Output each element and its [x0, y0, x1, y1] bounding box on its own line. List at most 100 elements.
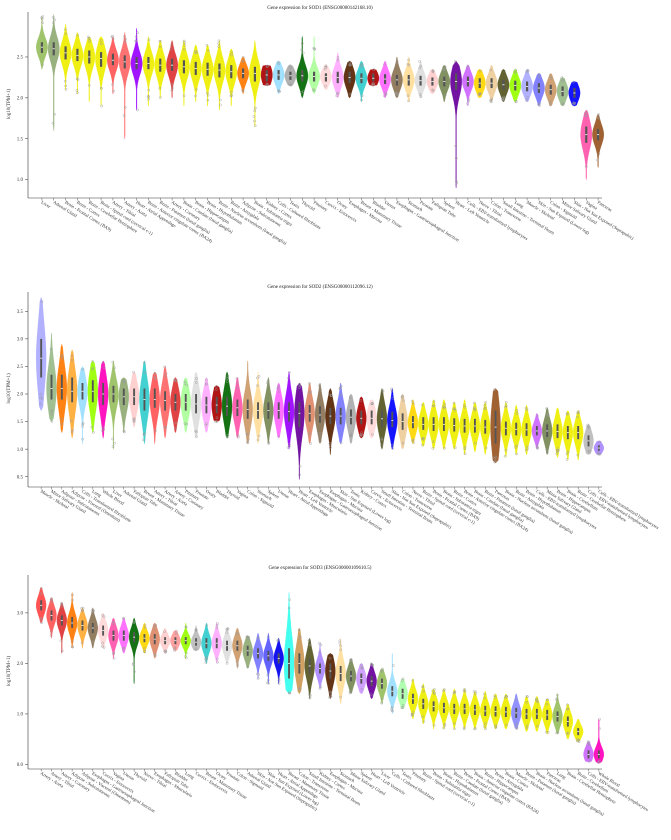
violin-44 — [490, 693, 501, 730]
outlier-point — [122, 379, 126, 382]
violin-51 — [562, 703, 573, 740]
outlier-point — [277, 390, 281, 393]
outlier-point — [75, 89, 79, 92]
outlier-point — [545, 448, 549, 451]
outlier-point — [183, 422, 187, 425]
violin-12 — [159, 627, 171, 654]
outlier-point — [432, 404, 436, 407]
outlier-point — [146, 95, 150, 98]
outlier-point — [463, 452, 467, 455]
outlier-point — [410, 399, 414, 403]
outlier-point — [369, 662, 373, 666]
outlier-point — [246, 440, 249, 444]
outlier-point — [225, 661, 229, 665]
outlier-point — [215, 623, 219, 627]
outlier-point — [515, 412, 519, 415]
violin-4 — [83, 35, 96, 103]
outlier-point — [585, 165, 588, 168]
outlier-point — [236, 433, 240, 437]
outlier-point — [50, 413, 53, 416]
outlier-point — [565, 412, 569, 415]
outlier-point — [525, 70, 528, 74]
outlier-point — [484, 401, 487, 404]
outlier-point — [329, 690, 332, 694]
violin-30 — [345, 393, 357, 444]
outlier-point — [431, 69, 435, 72]
violin-13 — [189, 44, 202, 103]
violin-35 — [397, 393, 408, 450]
outlier-point — [319, 643, 323, 647]
outlier-point — [335, 91, 339, 95]
violin-8 — [118, 377, 129, 434]
outlier-point — [154, 377, 157, 380]
outlier-point — [412, 441, 415, 445]
outlier-point — [431, 447, 435, 450]
outlier-point — [463, 445, 467, 449]
outlier-point — [380, 701, 383, 705]
outlier-point — [380, 444, 383, 447]
outlier-point — [379, 669, 383, 673]
outlier-point — [536, 724, 539, 728]
outlier-point — [226, 374, 230, 378]
outlier-point — [537, 75, 541, 79]
violin-11 — [149, 622, 160, 659]
outlier-point — [122, 379, 125, 383]
violin-24 — [283, 371, 295, 450]
violin-14 — [201, 44, 214, 107]
outlier-point — [483, 725, 486, 728]
outlier-point — [596, 158, 599, 162]
outlier-point — [432, 724, 436, 727]
violin-19 — [232, 627, 243, 669]
outlier-point — [147, 97, 150, 101]
violin-54 — [593, 440, 604, 456]
outlier-point — [255, 376, 259, 380]
outlier-point — [381, 697, 384, 700]
outlier-point — [153, 652, 157, 656]
outlier-point — [194, 647, 198, 650]
outlier-point — [338, 639, 342, 643]
outlier-point — [484, 446, 488, 450]
violin-10 — [154, 39, 167, 99]
outlier-point — [467, 98, 471, 101]
outlier-point — [215, 657, 219, 661]
outlier-point — [489, 100, 493, 103]
outlier-point — [288, 691, 291, 695]
outlier-point — [505, 723, 508, 727]
outlier-point — [195, 435, 198, 438]
outlier-point — [159, 96, 162, 99]
outlier-point — [560, 76, 564, 79]
violin-39 — [438, 399, 450, 450]
outlier-point — [230, 94, 233, 97]
outlier-point — [76, 91, 79, 95]
violin-44 — [556, 76, 569, 107]
outlier-point — [421, 438, 425, 441]
outlier-point — [136, 108, 139, 112]
violin-17 — [211, 622, 222, 664]
violin-body — [129, 617, 140, 684]
violin-33 — [376, 388, 388, 450]
violin-9 — [129, 370, 140, 428]
iqr-box — [40, 42, 43, 53]
outlier-point — [122, 616, 126, 620]
violin-34 — [387, 653, 398, 715]
iqr-box — [453, 418, 456, 432]
outlier-point — [349, 434, 353, 437]
violin-36 — [407, 399, 419, 445]
outlier-point — [371, 402, 374, 405]
outlier-point — [195, 88, 198, 91]
violin-24 — [283, 592, 295, 695]
outlier-point — [163, 365, 167, 369]
violin-16 — [201, 622, 212, 664]
outlier-point — [50, 600, 54, 604]
iqr-box — [147, 56, 150, 70]
iqr-box — [71, 377, 74, 403]
outlier-point — [350, 659, 353, 663]
outlier-point — [401, 394, 404, 398]
outlier-point — [143, 626, 147, 630]
violin-4 — [77, 366, 88, 444]
y-tick-label: 1.0 — [17, 448, 24, 453]
outlier-point — [494, 723, 497, 727]
outlier-point — [124, 106, 127, 109]
violin-43 — [480, 691, 491, 731]
outlier-point — [91, 640, 95, 644]
